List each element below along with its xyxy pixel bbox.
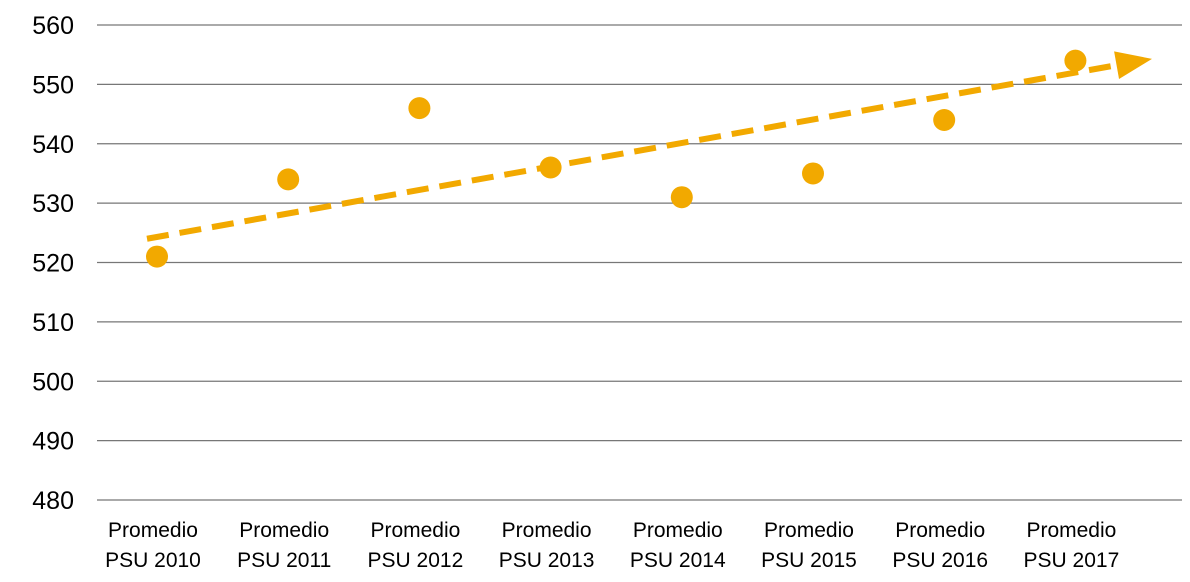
y-tick-label-490: 490 <box>32 428 74 456</box>
x-tick-label-6-line-1: PSU 2016 <box>892 549 988 572</box>
data-point-6 <box>933 109 956 131</box>
data-point-1 <box>277 168 300 191</box>
x-tick-label-0-line-1: PSU 2010 <box>105 549 201 572</box>
data-point-5 <box>802 162 824 185</box>
y-tick-label-550: 550 <box>32 71 74 99</box>
trend-line <box>146 61 1122 242</box>
x-tick-label-5-line-0: Promedio <box>764 519 854 542</box>
x-tick-label-6-line-0: Promedio <box>895 519 985 542</box>
x-tick-label-7-line-0: Promedio <box>1026 519 1116 542</box>
x-axis-tick-labels: Promedio PSU 2010 Promedio PSU 2011 Promedio… <box>105 519 1119 572</box>
y-tick-label-510: 510 <box>32 309 74 337</box>
trend-arrowhead <box>1114 51 1152 79</box>
data-point-0 <box>146 245 168 268</box>
y-tick-label-500: 500 <box>32 368 74 396</box>
x-tick-label-1-line-1: PSU 2011 <box>237 549 331 572</box>
x-tick-label-3-line-0: Promedio <box>502 519 592 542</box>
x-tick-label-7-line-1: PSU 2017 <box>1024 549 1120 572</box>
data-point-3 <box>539 156 562 179</box>
data-points <box>146 49 1087 268</box>
data-point-7 <box>1064 49 1087 72</box>
gridlines <box>97 24 1182 501</box>
x-tick-label-1-line-0: Promedio <box>239 519 329 542</box>
trend-line-group <box>146 51 1152 242</box>
x-tick-label-4-line-0: Promedio <box>633 519 723 542</box>
y-tick-label-520: 520 <box>32 250 74 278</box>
data-point-2 <box>408 97 431 120</box>
x-tick-label-3-line-1: PSU 2013 <box>499 549 595 572</box>
x-tick-label-2-line-1: PSU 2012 <box>368 549 464 572</box>
data-point-4 <box>670 186 693 209</box>
x-tick-label-2-line-0: Promedio <box>370 519 460 542</box>
x-tick-label-0-line-0: Promedio <box>108 519 198 542</box>
x-tick-label-5-line-1: PSU 2015 <box>761 549 857 572</box>
y-tick-label-540: 540 <box>32 131 74 159</box>
y-tick-label-480: 480 <box>32 487 74 515</box>
y-tick-label-530: 530 <box>32 190 74 218</box>
x-tick-label-4-line-1: PSU 2014 <box>630 549 726 572</box>
y-tick-label-560: 560 <box>32 12 74 40</box>
y-axis-tick-labels: 480 490 500 510 520 530 540 550 560 <box>32 12 74 515</box>
